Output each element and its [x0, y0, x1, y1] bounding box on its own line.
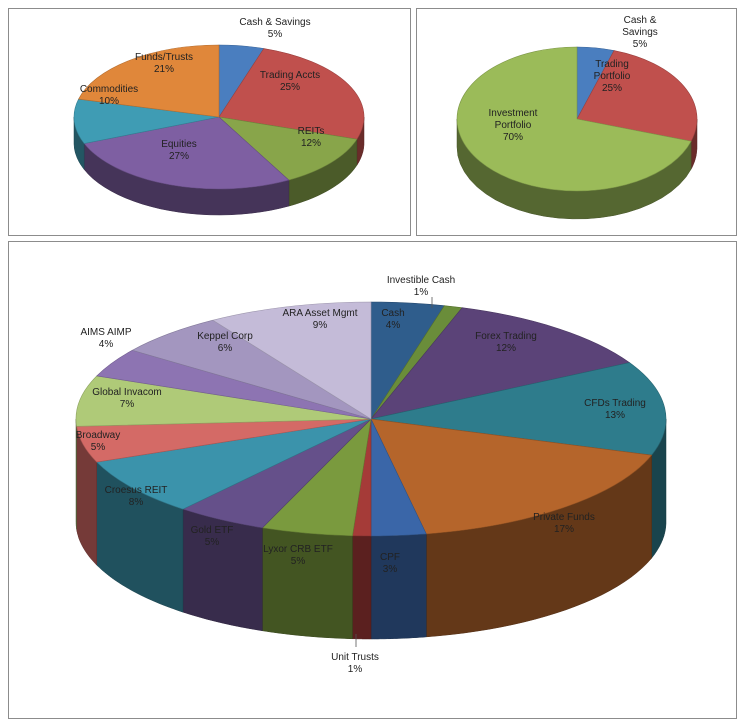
pie-labels: Cash & Savings 5% Trading Accts 25% REITs 12%…: [80, 17, 325, 162]
data-label-broadway: Broadway 5%: [76, 430, 120, 453]
data-label-investible-cash: Investible Cash 1%: [387, 275, 455, 298]
data-label-reits: REITs 12%: [298, 126, 325, 149]
pie-side-walls: [73, 117, 365, 216]
pie-slice-trading-portfolio: [576, 50, 698, 142]
pie-slice-cfds-trading: [370, 362, 667, 456]
data-label-global-invacom: Global Invacom 7%: [92, 387, 161, 410]
pie-labels: Cash & Savings 5% Trading Portfolio 25% Invest…: [489, 15, 658, 143]
data-label-cpf: CPF 3%: [380, 552, 400, 575]
data-label-private-funds: Private Funds 17%: [533, 512, 595, 535]
data-label-cash-savings: Cash & Savings 5%: [622, 15, 658, 50]
data-label-keppel-corp: Keppel Corp 6%: [197, 331, 253, 354]
data-label-aims-aimp: AIMS AIMP 4%: [80, 327, 131, 350]
data-label-cash: Cash 4%: [381, 308, 404, 331]
pie-slice-ara-asset-mgmt: [212, 301, 372, 420]
pie-top-slices: [75, 301, 667, 537]
data-label-unit-trusts: Unit Trusts 1%: [331, 652, 379, 675]
pie-chart-holdings-detail: Cash 4% Investible Cash 1% Forex Trading 12% C…: [75, 275, 667, 675]
pie-top-slices: [456, 46, 698, 192]
pie-chart-asset-allocation: Cash & Savings 5% Trading Accts 25% REITs 12%…: [73, 17, 365, 216]
data-label-gold-etf: Gold ETF 5%: [191, 525, 234, 548]
pie-slice-equities: [83, 116, 290, 190]
data-label-commodities: Commodities 10%: [80, 84, 138, 107]
pie-top-slices: [73, 44, 365, 190]
pie-slice-funds-trusts: [78, 44, 220, 118]
pie-slice-croesus-reit: [96, 418, 372, 510]
pie-slice-forex-trading: [370, 307, 631, 420]
pie-side-cpf: [370, 533, 427, 640]
data-label-investment-portfolio: Investment Portfolio 70%: [489, 108, 538, 143]
data-label-ara-asset-mgmt: ARA Asset Mgmt 9%: [282, 308, 357, 331]
data-label-trading-portfolio: Trading Portfolio 25%: [594, 59, 631, 94]
data-label-equities: Equities 27%: [161, 139, 197, 162]
pie-slice-investment-portfolio: [456, 46, 692, 192]
data-label-cash-savings: Cash & Savings 5%: [239, 17, 310, 40]
pie-slice-reits: [218, 116, 358, 181]
data-label-lyxor-crb-etf: Lyxor CRB ETF 5%: [263, 544, 333, 567]
data-label-funds-trusts: Funds/Trusts 21%: [135, 52, 193, 75]
data-label-croesus-reit: Croesus REIT 8%: [105, 485, 168, 508]
data-label-trading-accts: Trading Accts 25%: [260, 70, 320, 93]
chart-panel-portfolio-split: Cash & Savings 5% Trading Portfolio 25% Invest…: [416, 8, 737, 236]
chart-panel-asset-allocation: Cash & Savings 5% Trading Accts 25% REITs 12%…: [8, 8, 411, 236]
pie-slice-trading-accts: [218, 48, 365, 140]
pie-slice-commodities: [73, 98, 220, 144]
pie-slice-private-funds: [370, 418, 653, 535]
data-label-cfds-trading: CFDs Trading 13%: [584, 398, 646, 421]
pie-side-walls: [75, 419, 667, 640]
pie-slice-global-invacom: [75, 375, 372, 427]
pie-side-unit-trusts: [352, 535, 372, 640]
pie-labels: Cash 4% Investible Cash 1% Forex Trading 12% C…: [76, 275, 646, 675]
pie-chart-portfolio-split: Cash & Savings 5% Trading Portfolio 25% Invest…: [456, 15, 698, 220]
data-label-forex-trading: Forex Trading 12%: [475, 331, 537, 354]
chart-panel-holdings-detail: Cash 4% Investible Cash 1% Forex Trading 12% C…: [8, 241, 737, 719]
